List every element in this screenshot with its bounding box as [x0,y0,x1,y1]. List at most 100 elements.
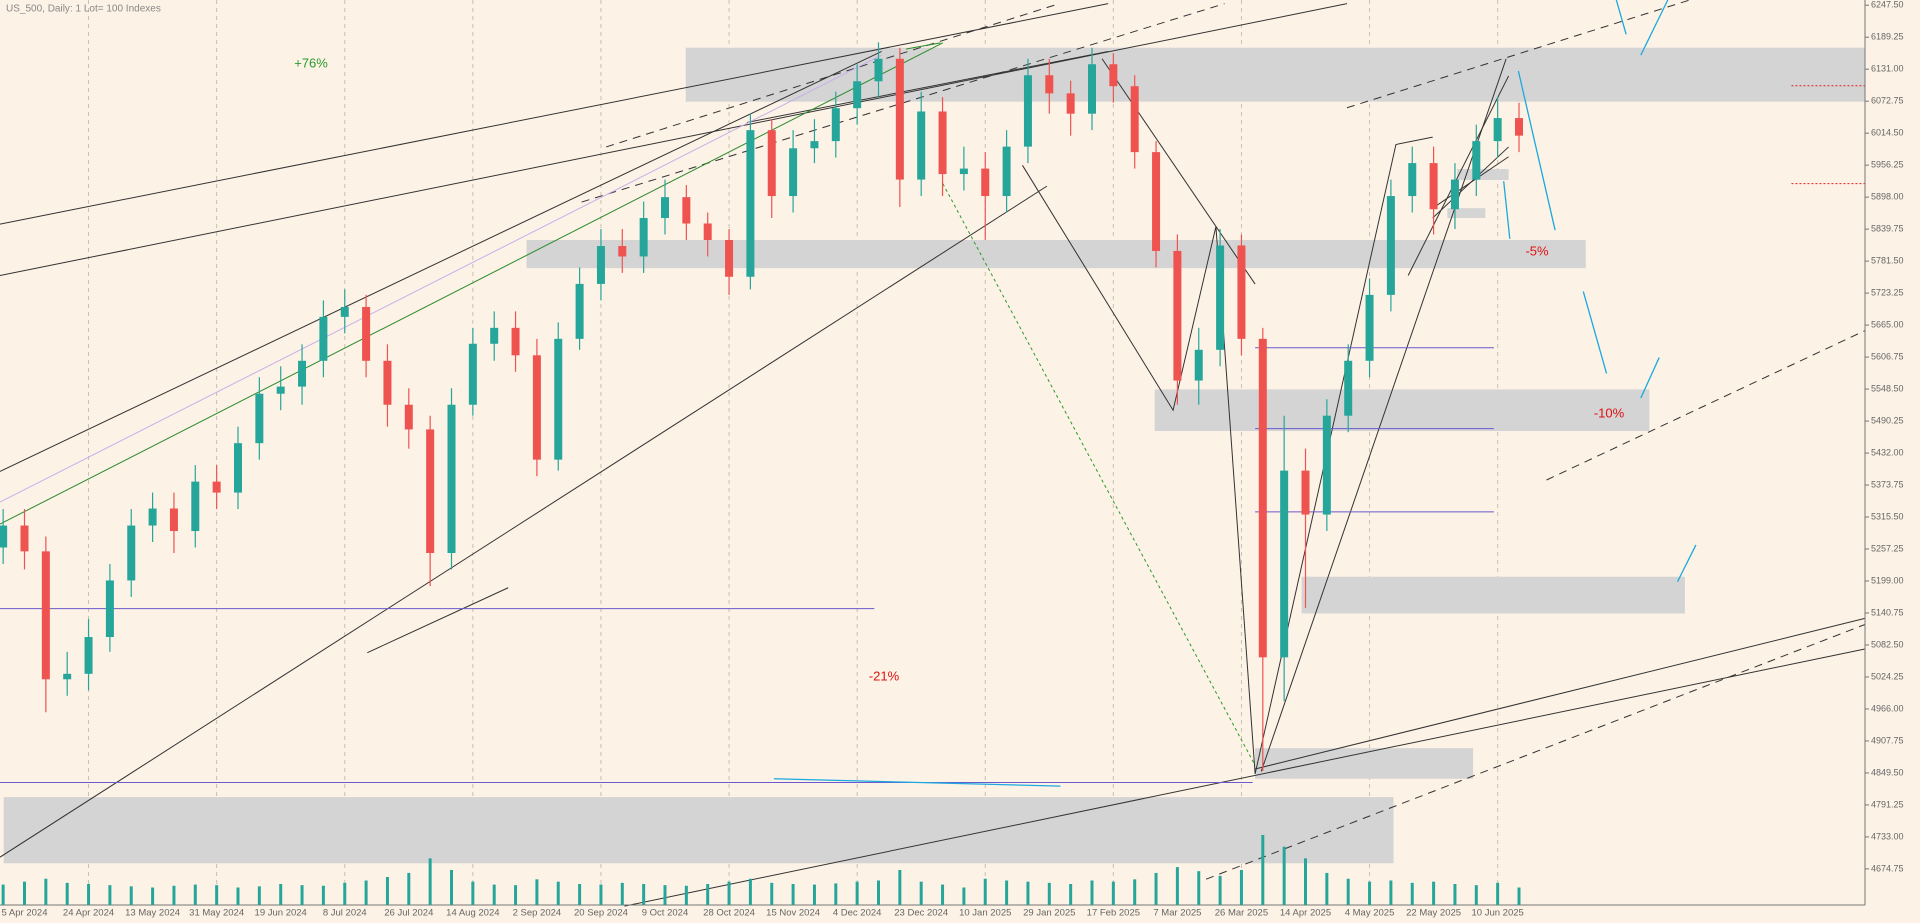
candle-body [0,525,8,548]
volume-bar [1304,858,1307,905]
y-tick-label: 4674.75 [1871,863,1904,873]
candle-body [212,481,221,493]
volume-bar [300,885,304,905]
y-tick-label: 5548.50 [1871,383,1904,393]
candle-body [1515,118,1523,136]
y-tick-label: 5956.25 [1871,160,1904,170]
candle-body [831,108,840,142]
candle-body [810,141,819,149]
y-tick-label: 5257.25 [1871,543,1904,553]
volume-bar [108,885,112,905]
zone [685,47,1865,102]
y-tick-label: 5781.50 [1871,255,1904,265]
candle-body [1002,146,1011,197]
volume-bar [898,870,902,905]
candle-body [511,327,520,356]
candle-body [20,525,29,552]
volume-bar [962,887,966,905]
y-tick-label: 5490.25 [1871,415,1904,425]
volume-bar [407,872,411,905]
candle-body [1322,415,1331,515]
volume-bar [129,886,133,905]
y-tick-label: 5024.25 [1871,671,1904,681]
volume-bar [193,884,197,905]
candle-body [169,508,178,532]
candle-body [917,111,926,180]
y-tick-label: 5140.75 [1871,607,1904,617]
x-tick-label: 4 May 2025 [1345,908,1395,919]
volume-bar [1389,880,1393,905]
volume-bar [1325,872,1329,905]
volume-bar [257,886,261,905]
volume-bar [706,884,710,905]
candle-body [1237,245,1246,339]
candle-body [84,637,93,674]
volume-bar [1453,884,1457,905]
x-tick-label: 10 Jun 2025 [1472,908,1524,919]
candle-body [276,386,285,394]
candle-body [447,404,456,553]
x-tick-label: 23 Dec 2024 [894,908,948,919]
candle-body [340,306,349,317]
x-tick-label: 10 Jan 2025 [959,908,1011,919]
candle-body [1344,360,1353,416]
x-tick-label: 4 Dec 2024 [833,908,882,919]
candle-body [895,58,904,180]
volume-bar [791,884,795,905]
volume-bar [919,881,923,905]
x-tick-label: 19 Jun 2024 [255,908,307,919]
volume-bar [65,882,69,905]
volume-bar [684,885,688,905]
y-tick-label: 4907.75 [1871,735,1904,745]
volume-bar [1047,882,1051,905]
lavender-line [0,55,882,502]
volume-bar [770,882,774,905]
volume-bar [535,879,539,905]
y-tick-label: 4791.25 [1871,799,1904,809]
x-tick-label: 24 Apr 2024 [63,908,114,919]
volume-bar [642,884,646,905]
volume-bar [834,883,838,905]
candle-body [1216,245,1225,350]
candle-body [383,360,392,405]
volume-bar [1026,881,1030,905]
candle-body [853,81,862,109]
candle-body [1258,338,1267,658]
volume-bar [1517,887,1521,905]
candle-body [596,246,605,284]
candle-body [789,148,798,197]
candle-body [1109,64,1118,87]
y-tick-label: 5898.00 [1871,192,1904,202]
y-tick-label: 5839.75 [1871,224,1904,234]
volume-bar [1218,875,1222,905]
volume-bar [1,884,5,905]
candle-body [1450,179,1459,210]
x-tick-label: 29 Jan 2025 [1023,908,1075,919]
candle-body [874,58,883,82]
annotation: +76% [294,55,328,70]
x-tick-label: 22 May 2025 [1406,908,1461,919]
volume-bar [44,878,48,905]
volume-bar [1474,885,1478,905]
x-tick-label: 7 Mar 2025 [1153,908,1201,919]
candle-body [1130,86,1139,153]
x-tick-label: 26 Jul 2024 [384,908,433,919]
volume-bar [385,877,389,905]
zone [526,240,1586,269]
x-tick-label: 13 May 2024 [125,908,180,919]
candle-body [554,338,563,460]
candle-body [41,551,50,680]
y-tick-label: 5315.50 [1871,511,1904,521]
y-tick-label: 6072.75 [1871,96,1904,106]
trend-lines [0,4,1865,906]
volume-bar [343,882,347,905]
candle-body [490,327,499,344]
volume-bar [877,880,880,905]
candle-body [661,197,669,219]
candle-body [63,673,72,680]
y-tick-label: 5665.00 [1871,319,1904,329]
volume-bar [1496,882,1500,905]
y-tick-label: 5606.75 [1871,351,1904,361]
annotation: -10% [1594,405,1625,420]
